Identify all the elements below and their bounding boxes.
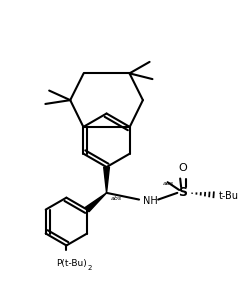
Polygon shape	[104, 167, 109, 193]
Text: P(t-Bu): P(t-Bu)	[56, 259, 87, 268]
Text: NH: NH	[143, 197, 158, 207]
Polygon shape	[85, 193, 106, 212]
Text: O: O	[179, 163, 187, 173]
Text: S: S	[179, 186, 188, 199]
Text: 2: 2	[87, 265, 92, 270]
Text: abs: abs	[163, 181, 174, 186]
Text: t-Bu: t-Bu	[219, 191, 238, 201]
Text: abs: abs	[110, 196, 121, 201]
